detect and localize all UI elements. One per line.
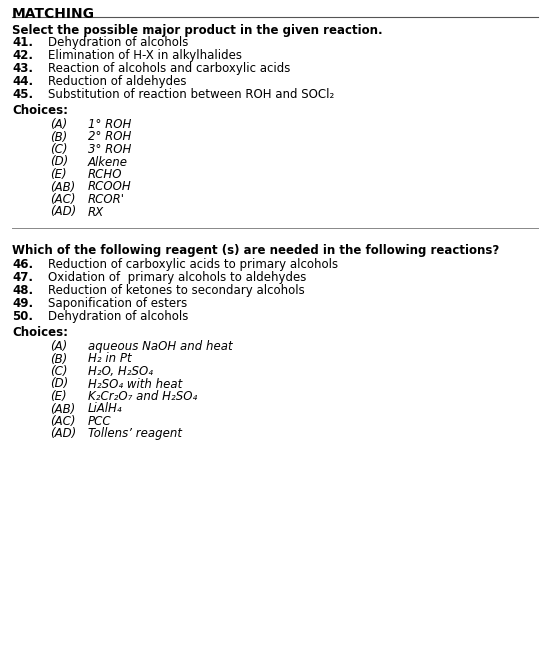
Text: Dehydration of alcohols: Dehydration of alcohols: [48, 36, 188, 49]
Text: 2° ROH: 2° ROH: [88, 130, 131, 143]
Text: 45.: 45.: [12, 88, 33, 101]
Text: Saponification of esters: Saponification of esters: [48, 297, 187, 310]
Text: K₂Cr₂O₇ and H₂SO₄: K₂Cr₂O₇ and H₂SO₄: [88, 390, 197, 403]
Text: (AC): (AC): [50, 415, 75, 428]
Text: (D): (D): [50, 155, 68, 168]
Text: Dehydration of alcohols: Dehydration of alcohols: [48, 310, 188, 323]
Text: (AB): (AB): [50, 403, 75, 415]
Text: H₂ in Pt: H₂ in Pt: [88, 353, 131, 365]
Text: Reaction of alcohols and carboxylic acids: Reaction of alcohols and carboxylic acid…: [48, 62, 290, 75]
Text: 3° ROH: 3° ROH: [88, 143, 131, 156]
Text: (D): (D): [50, 378, 68, 390]
Text: Which of the following reagent (s) are needed in the following reactions?: Which of the following reagent (s) are n…: [12, 244, 499, 257]
Text: aqueous NaOH and heat: aqueous NaOH and heat: [88, 340, 233, 353]
Text: (C): (C): [50, 143, 68, 156]
Text: (B): (B): [50, 353, 67, 365]
Text: 44.: 44.: [12, 75, 33, 88]
Text: H₂O, H₂SO₄: H₂O, H₂SO₄: [88, 365, 153, 378]
Text: 43.: 43.: [12, 62, 33, 75]
Text: (A): (A): [50, 340, 67, 353]
Text: 46.: 46.: [12, 258, 33, 271]
Text: (AD): (AD): [50, 428, 76, 440]
Text: Choices:: Choices:: [12, 104, 68, 117]
Text: (C): (C): [50, 365, 68, 378]
Text: 41.: 41.: [12, 36, 33, 49]
Text: 1° ROH: 1° ROH: [88, 118, 131, 131]
Text: (AD): (AD): [50, 205, 76, 218]
Text: PCC: PCC: [88, 415, 112, 428]
Text: 47.: 47.: [12, 271, 33, 284]
Text: (B): (B): [50, 130, 67, 143]
Text: (E): (E): [50, 390, 67, 403]
Text: Tollens’ reagent: Tollens’ reagent: [88, 428, 182, 440]
Text: Elimination of H-X in alkylhalides: Elimination of H-X in alkylhalides: [48, 49, 242, 62]
Text: 42.: 42.: [12, 49, 33, 62]
Text: Reduction of carboxylic acids to primary alcohols: Reduction of carboxylic acids to primary…: [48, 258, 338, 271]
Text: RCOR': RCOR': [88, 193, 125, 206]
Text: MATCHING: MATCHING: [12, 7, 95, 21]
Text: (AC): (AC): [50, 193, 75, 206]
Text: LiAlH₄: LiAlH₄: [88, 403, 123, 415]
Text: Oxidation of  primary alcohols to aldehydes: Oxidation of primary alcohols to aldehyd…: [48, 271, 306, 284]
Text: H₂SO₄ with heat: H₂SO₄ with heat: [88, 378, 182, 390]
Text: 50.: 50.: [12, 310, 33, 323]
Text: 49.: 49.: [12, 297, 33, 310]
Text: Substitution of reaction between ROH and SOCl₂: Substitution of reaction between ROH and…: [48, 88, 334, 101]
Text: Choices:: Choices:: [12, 326, 68, 339]
Text: Reduction of aldehydes: Reduction of aldehydes: [48, 75, 186, 88]
Text: Reduction of ketones to secondary alcohols: Reduction of ketones to secondary alcoho…: [48, 284, 305, 297]
Text: Select the possible major product in the given reaction.: Select the possible major product in the…: [12, 24, 383, 37]
Text: Alkene: Alkene: [88, 155, 128, 168]
Text: 48.: 48.: [12, 284, 33, 297]
Text: RCOOH: RCOOH: [88, 180, 132, 193]
Text: (A): (A): [50, 118, 67, 131]
Text: RCHO: RCHO: [88, 168, 123, 181]
Text: (AB): (AB): [50, 180, 75, 193]
Text: RX: RX: [88, 205, 104, 218]
Text: (E): (E): [50, 168, 67, 181]
